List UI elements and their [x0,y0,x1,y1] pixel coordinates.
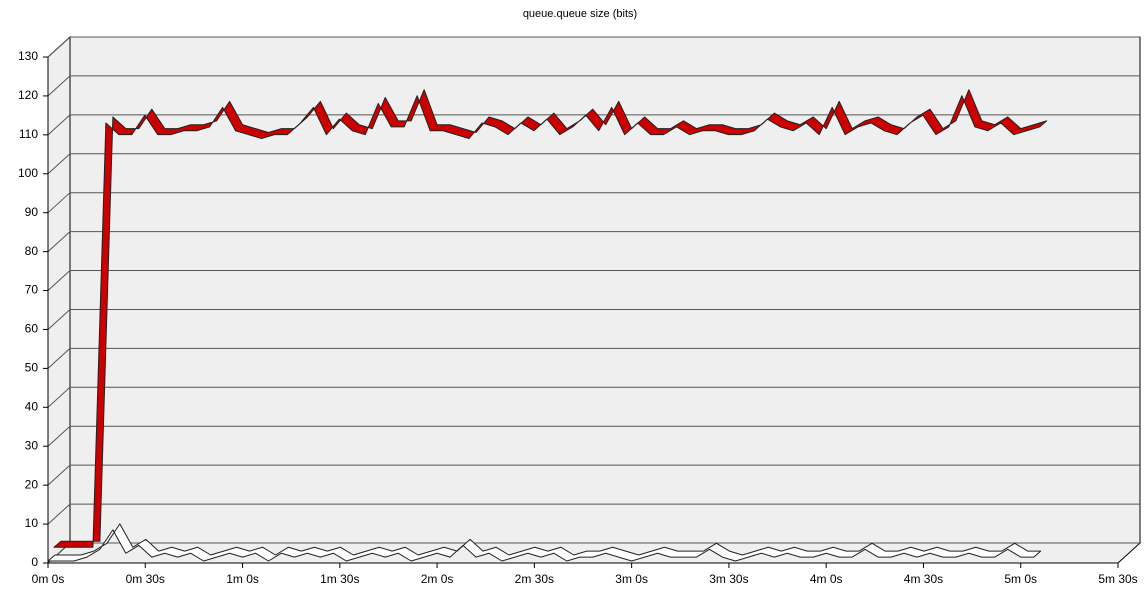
x-tick-label: 4m 30s [904,572,943,586]
x-tick-label: 4m 0s [810,572,843,586]
grid-line [47,270,1140,291]
grid-line [47,231,1140,252]
y-tick-label: 20 [25,477,39,491]
grid-line [47,75,1140,97]
grid-line [47,503,1140,525]
grid-line [47,114,1140,136]
grid-line [47,464,1140,486]
grid-line [47,386,1140,408]
grid-line [47,308,1140,330]
y-tick-label: 80 [25,244,39,258]
x-tick-label: 0m 30s [126,572,165,586]
grid-line [47,192,1140,214]
left-wall [47,35,71,565]
y-tick-label: 60 [25,322,39,336]
x-tick-label: 0m 0s [32,572,65,586]
y-tick-label: 40 [25,399,39,413]
chart-title: queue.queue size (bits) [523,8,637,20]
y-tick-label: 10 [25,516,39,530]
y-tick-label: 100 [18,166,38,180]
x-tick-label: 2m 0s [421,572,454,586]
y-tick-label: 70 [25,283,39,297]
series-ribbon [47,523,1042,562]
y-tick-label: 130 [18,49,38,63]
x-tick-label: 1m 0s [226,572,259,586]
x-tick-label: 3m 30s [709,572,748,586]
y-tick-label: 90 [25,205,39,219]
x-tick-label: 2m 30s [515,572,554,586]
grid-line [47,153,1140,175]
grid-line [47,36,1140,58]
x-tick-label: 5m 0s [1004,572,1037,586]
x-tick-label: 5m 30s [1098,572,1137,586]
x-tick-label: 1m 30s [320,572,359,586]
y-tick-label: 0 [31,555,38,569]
series-ribbon [53,89,1048,548]
y-tick-label: 50 [25,361,39,375]
y-tick-label: 120 [18,88,38,102]
y-tick-label: 30 [25,438,39,452]
grid-line [47,347,1140,369]
grid-line [47,425,1140,447]
x-tick-label: 3m 0s [615,572,648,586]
y-tick-label: 110 [19,127,38,141]
